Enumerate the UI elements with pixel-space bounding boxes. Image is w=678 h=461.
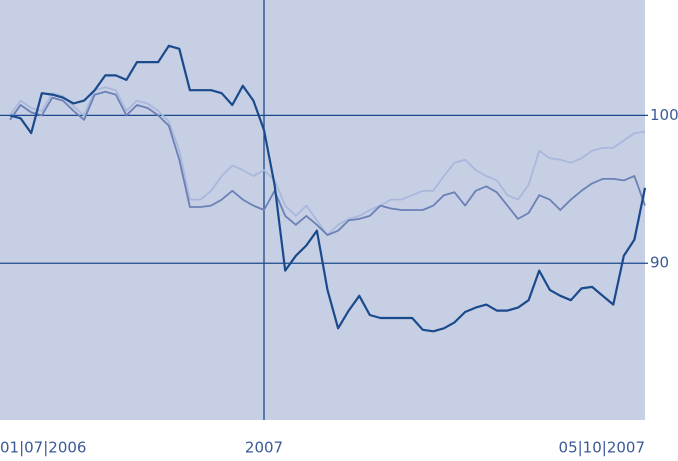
- chart: 90 100 01|07|2006 2007 05|10|2007: [0, 0, 678, 461]
- x-tick-label: 2007: [245, 439, 283, 457]
- y-tick-label: 100: [650, 106, 678, 124]
- x-tick-label: 01|07|2006: [0, 439, 86, 457]
- plot-background: [0, 0, 645, 420]
- x-tick-label: 05|10|2007: [559, 439, 645, 457]
- y-tick-label: 90: [650, 254, 669, 272]
